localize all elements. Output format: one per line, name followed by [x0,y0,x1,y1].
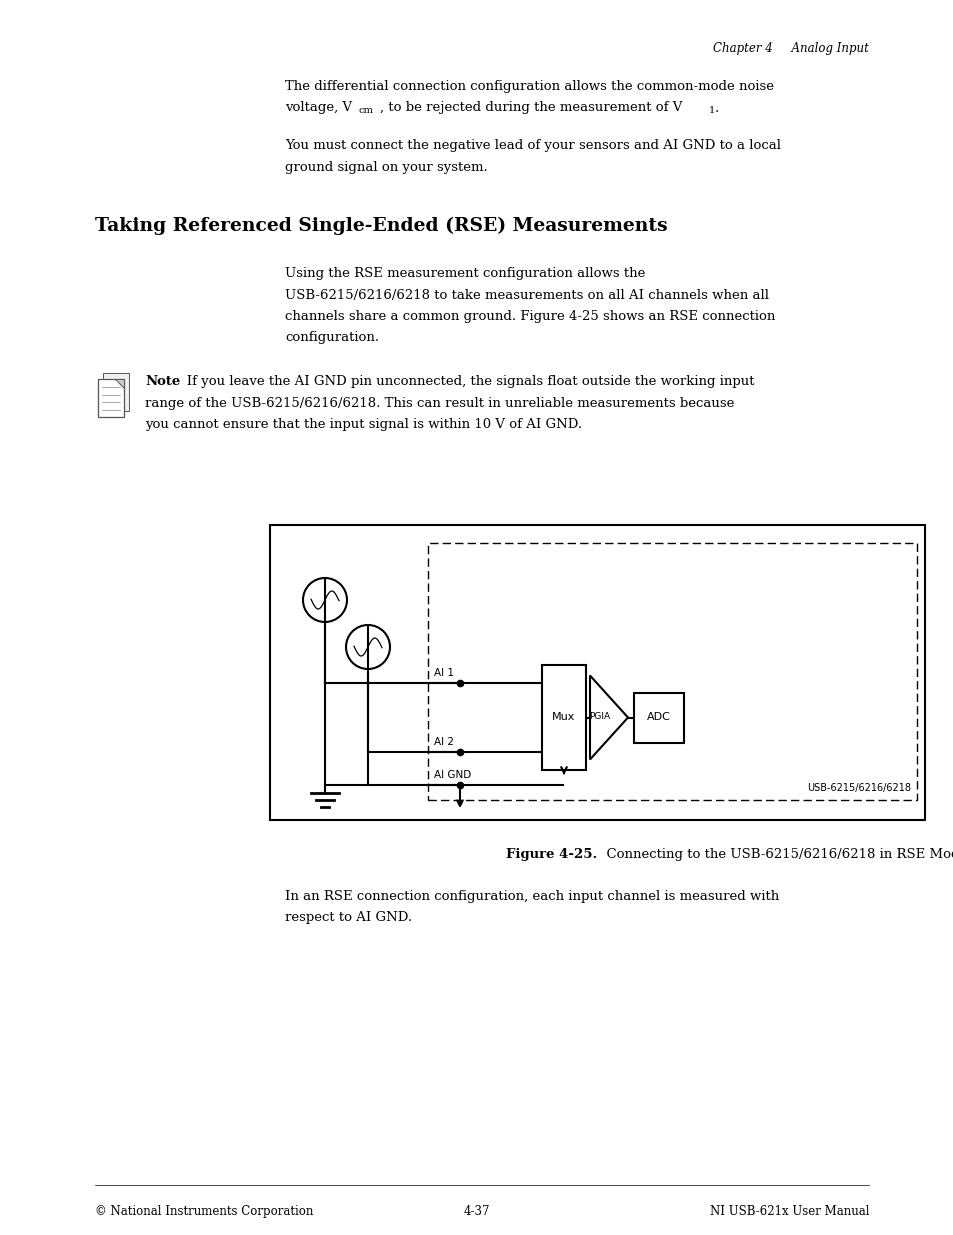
Text: you cannot ensure that the input signal is within 10 V of AI GND.: you cannot ensure that the input signal … [145,419,581,431]
Text: AI 2: AI 2 [434,737,454,747]
Polygon shape [115,379,124,389]
Text: voltage, V: voltage, V [285,101,352,115]
Bar [103,373,129,411]
Text: Mux: Mux [552,713,575,722]
Text: The differential connection configuration allows the common-mode noise: The differential connection configuratio… [285,80,773,93]
Text: You must connect the negative lead of your sensors and AI GND to a local: You must connect the negative lead of yo… [285,140,781,152]
Text: Chapter 4     Analog Input: Chapter 4 Analog Input [713,42,868,56]
Text: PGIA: PGIA [589,713,610,721]
Bar [428,543,916,800]
Text: .: . [714,101,718,115]
Text: In an RSE connection configuration, each input channel is measured with: In an RSE connection configuration, each… [285,890,779,903]
Text: NI USB-621x User Manual: NI USB-621x User Manual [709,1205,868,1218]
Bar [98,379,124,417]
Text: Connecting to the USB-6215/6216/6218 in RSE Mode: Connecting to the USB-6215/6216/6218 in … [597,848,953,861]
Text: Note: Note [145,375,180,389]
Text: USB-6215/6216/6218 to take measurements on all AI channels when all: USB-6215/6216/6218 to take measurements … [285,289,768,301]
Text: respect to AI GND.: respect to AI GND. [285,911,412,925]
Text: 1: 1 [708,106,714,115]
Bar [270,525,924,820]
Text: Taking Referenced Single-Ended (RSE) Measurements: Taking Referenced Single-Ended (RSE) Mea… [95,217,667,235]
Bar [541,664,585,769]
Text: © National Instruments Corporation: © National Instruments Corporation [95,1205,313,1218]
Text: , to be rejected during the measurement of V: , to be rejected during the measurement … [380,101,682,115]
Text: cm: cm [358,106,373,115]
Text: configuration.: configuration. [285,331,378,345]
Text: USB-6215/6216/6218: USB-6215/6216/6218 [806,783,910,793]
Text: If you leave the AI GND pin unconnected, the signals float outside the working i: If you leave the AI GND pin unconnected,… [174,375,754,389]
Bar [634,693,683,742]
Text: range of the USB-6215/6216/6218. This can result in unreliable measurements beca: range of the USB-6215/6216/6218. This ca… [145,396,734,410]
Text: channels share a common ground. Figure 4-25 shows an RSE connection: channels share a common ground. Figure 4… [285,310,775,324]
Polygon shape [589,676,627,760]
Text: ADC: ADC [646,713,670,722]
Text: AI 1: AI 1 [434,668,454,678]
Text: Figure 4-25.: Figure 4-25. [506,848,597,861]
Text: Using the RSE measurement configuration allows the: Using the RSE measurement configuration … [285,267,644,280]
Text: AI GND: AI GND [434,769,471,781]
Text: 4-37: 4-37 [463,1205,490,1218]
Text: ground signal on your system.: ground signal on your system. [285,161,487,174]
